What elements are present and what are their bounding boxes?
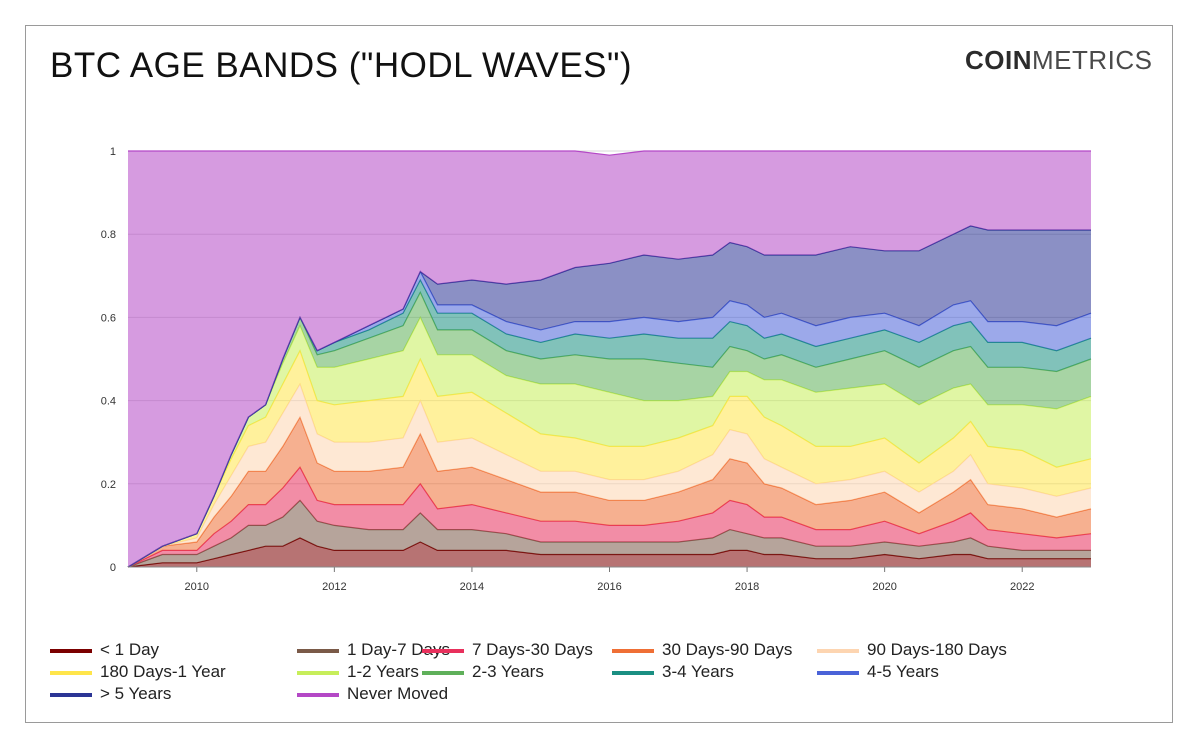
area-30-days-90-days	[128, 417, 1091, 567]
y-tick-label: 0.2	[101, 479, 116, 491]
x-tick-label: 2022	[1010, 581, 1034, 593]
area-2-3-years	[128, 292, 1091, 567]
y-tick-label: 0	[110, 562, 116, 574]
legend-label: 30 Days-90 Days	[662, 640, 793, 659]
area-1-day	[128, 537, 1091, 567]
area-series-layer	[127, 150, 1092, 568]
legend-swatch	[50, 649, 92, 653]
area-4-5-years	[128, 271, 1091, 567]
legend-label: 1 Day-7 Days	[347, 640, 450, 659]
legend-label: 3-4 Years	[662, 662, 734, 681]
area-never-moved	[128, 151, 1091, 567]
x-tick-label: 2010	[185, 581, 209, 593]
axes: 0 0.2 0.4 0.6 0.8 1 2010 2012 2014 2016 2018 2020 20…	[101, 146, 1091, 593]
legend-label: 1-2 Years	[347, 662, 419, 681]
y-tick-label: 0.4	[101, 396, 116, 408]
legend-label: 4-5 Years	[867, 662, 939, 681]
legend-swatch	[297, 671, 339, 675]
legend-label: 90 Days-180 Days	[867, 640, 1007, 659]
y-tick-label: 0.6	[101, 312, 116, 324]
area-5-years	[128, 225, 1091, 567]
line-never-moved	[128, 150, 1091, 156]
x-tick-label: 2014	[460, 581, 484, 593]
y-tick-label: 1	[110, 146, 116, 158]
area-1-2-years	[128, 317, 1091, 567]
area-180-days-1-year	[128, 350, 1091, 567]
y-tick-label: 0.8	[101, 229, 116, 241]
brand-logo-light: METRICS	[1032, 45, 1153, 75]
x-tick-label: 2018	[735, 581, 759, 593]
legend-swatch	[297, 693, 339, 697]
brand-logo-bold: COIN	[965, 45, 1032, 75]
chart-title: BTC AGE BANDS ("HODL WAVES")	[50, 46, 633, 85]
area-1-day-7-days	[128, 500, 1091, 567]
legend-label: 7 Days-30 Days	[472, 640, 593, 659]
legend-label: Never Moved	[347, 684, 449, 703]
legend-label: 2-3 Years	[472, 662, 544, 681]
legend-swatch	[297, 649, 339, 653]
area-3-4-years	[128, 280, 1091, 567]
legend-label: 180 Days-1 Year	[100, 662, 226, 681]
x-tick-label: 2016	[597, 581, 621, 593]
legend-swatch	[817, 671, 859, 675]
legend-label: < 1 Day	[100, 640, 160, 659]
legend-label: > 5 Years	[100, 684, 172, 703]
legend-swatch	[612, 649, 654, 653]
x-tick-label: 2020	[872, 581, 896, 593]
brand-logo: COINMETRICS	[965, 45, 1153, 76]
legend-swatch	[422, 649, 464, 653]
area-7-days-30-days	[128, 467, 1091, 567]
legend-swatch	[50, 671, 92, 675]
legend-swatch	[50, 693, 92, 697]
x-tick-label: 2012	[322, 581, 346, 593]
legend-swatch	[422, 671, 464, 675]
legend-swatch	[817, 649, 859, 653]
legend-swatch	[612, 671, 654, 675]
